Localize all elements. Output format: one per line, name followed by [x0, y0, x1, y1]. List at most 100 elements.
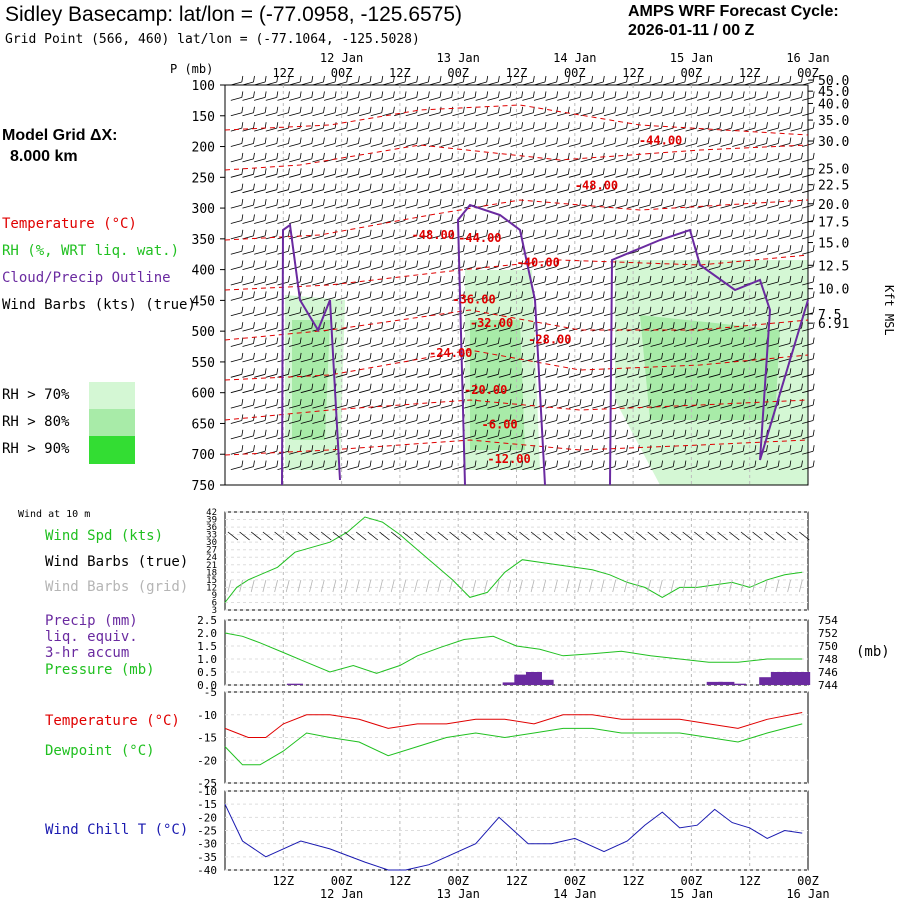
- upper-wind-barb: [603, 368, 617, 378]
- upper-wind-barb: [790, 183, 803, 194]
- upper-wind-barb: [708, 245, 722, 255]
- upper-wind-barb: [510, 75, 524, 86]
- upper-wind-barb: [417, 245, 430, 255]
- upper-wind-barb: [790, 260, 803, 271]
- time-axis-hour-top: 00Z: [447, 66, 469, 80]
- precip-tick-label: 1.5: [197, 640, 217, 653]
- surface-wind-barb: [344, 531, 355, 541]
- upper-wind-barb: [475, 152, 489, 163]
- upper-wind-barb: [802, 106, 815, 117]
- upper-wind-barb: [615, 368, 629, 378]
- grid-wind-barb: [437, 579, 442, 593]
- upper-wind-barb: [673, 199, 687, 209]
- upper-wind-barb: [324, 306, 337, 317]
- upper-wind-barb: [440, 460, 454, 471]
- upper-wind-barb: [685, 183, 698, 194]
- upper-wind-barb: [697, 122, 710, 132]
- upper-wind-barb: [405, 414, 419, 424]
- upper-wind-barb: [533, 229, 547, 240]
- upper-wind-barb: [545, 168, 559, 178]
- upper-wind-barb: [370, 337, 384, 347]
- p-axis-unit: P (mb): [170, 62, 214, 76]
- upper-wind-barb: [417, 229, 430, 240]
- upper-wind-barb: [673, 460, 687, 471]
- upper-wind-barb: [557, 337, 570, 347]
- upper-wind-barb: [638, 460, 652, 471]
- upper-wind-barb: [510, 399, 524, 409]
- upper-wind-barb: [405, 306, 419, 317]
- upper-wind-barb: [580, 275, 594, 286]
- upper-wind-barb: [382, 214, 395, 224]
- upper-wind-barb: [393, 306, 407, 317]
- upper-wind-barb: [358, 322, 372, 332]
- upper-wind-barb: [335, 291, 349, 301]
- upper-wind-barb: [627, 291, 640, 301]
- upper-wind-barb: [662, 306, 675, 317]
- upper-wind-barb: [463, 399, 477, 409]
- upper-wind-barb: [498, 275, 512, 286]
- upper-wind-barb: [335, 368, 349, 378]
- upper-wind-barb: [755, 460, 768, 471]
- upper-wind-barb: [603, 199, 617, 209]
- upper-wind-barb: [720, 137, 733, 147]
- upper-wind-barb: [370, 429, 384, 440]
- upper-wind-barb: [592, 399, 605, 409]
- upper-wind-barb: [767, 75, 780, 86]
- upper-wind-barb: [230, 306, 244, 317]
- upper-wind-barb: [662, 368, 675, 378]
- upper-wind-barb: [254, 291, 267, 301]
- upper-wind-barb: [417, 152, 430, 163]
- upper-wind-barb: [417, 383, 430, 394]
- upper-wind-barb: [230, 460, 244, 471]
- surface-wind-barb: [390, 531, 402, 541]
- upper-wind-barb: [580, 337, 594, 347]
- upper-wind-barb: [533, 168, 547, 178]
- upper-wind-barb: [428, 445, 442, 455]
- upper-wind-barb: [324, 245, 337, 255]
- upper-wind-barb: [790, 275, 803, 286]
- upper-wind-barb: [603, 168, 617, 178]
- upper-wind-barb: [790, 122, 803, 132]
- upper-wind-barb: [265, 106, 279, 117]
- upper-wind-barb: [498, 383, 512, 394]
- upper-wind-barb: [242, 399, 255, 409]
- upper-wind-barb: [615, 260, 629, 271]
- upper-wind-barb: [277, 106, 290, 117]
- upper-wind-barb: [487, 199, 500, 209]
- temp-tick-label: -10: [197, 709, 217, 722]
- upper-wind-barb: [778, 460, 792, 471]
- pressure-tick-label: 300: [192, 202, 215, 217]
- upper-wind-barb: [265, 199, 279, 209]
- wind-tick-label: 36: [206, 523, 217, 533]
- upper-wind-barb: [778, 229, 792, 240]
- upper-wind-barb: [615, 245, 629, 255]
- upper-wind-barb: [405, 137, 419, 147]
- windchill-line: [224, 803, 803, 871]
- upper-wind-barb: [312, 168, 325, 178]
- upper-wind-barb: [755, 306, 768, 317]
- upper-wind-barb: [300, 399, 314, 409]
- upper-wind-barb: [475, 322, 489, 332]
- upper-wind-barb: [790, 445, 803, 455]
- upper-wind-barb: [767, 445, 780, 455]
- grid-wind-barb: [414, 579, 418, 593]
- upper-wind-barb: [463, 445, 477, 455]
- upper-wind-barb: [347, 229, 360, 240]
- upper-wind-barb: [592, 337, 605, 347]
- upper-wind-barb: [289, 245, 302, 255]
- surface-wind-barb: [752, 531, 763, 541]
- rh-region-1: [292, 320, 330, 440]
- upper-wind-barb: [324, 199, 337, 209]
- upper-wind-barb: [568, 275, 582, 286]
- temperature-contour-label: -48.00: [575, 179, 618, 193]
- upper-wind-barb: [673, 91, 687, 101]
- upper-wind-barb: [778, 337, 792, 347]
- upper-wind-barb: [732, 199, 745, 209]
- upper-wind-barb: [487, 106, 500, 117]
- upper-wind-barb: [487, 322, 500, 332]
- upper-wind-barb: [324, 106, 337, 117]
- upper-wind-barb: [615, 414, 629, 424]
- upper-wind-barb: [230, 137, 244, 147]
- upper-wind-barb: [347, 383, 360, 394]
- upper-wind-barb: [743, 368, 757, 378]
